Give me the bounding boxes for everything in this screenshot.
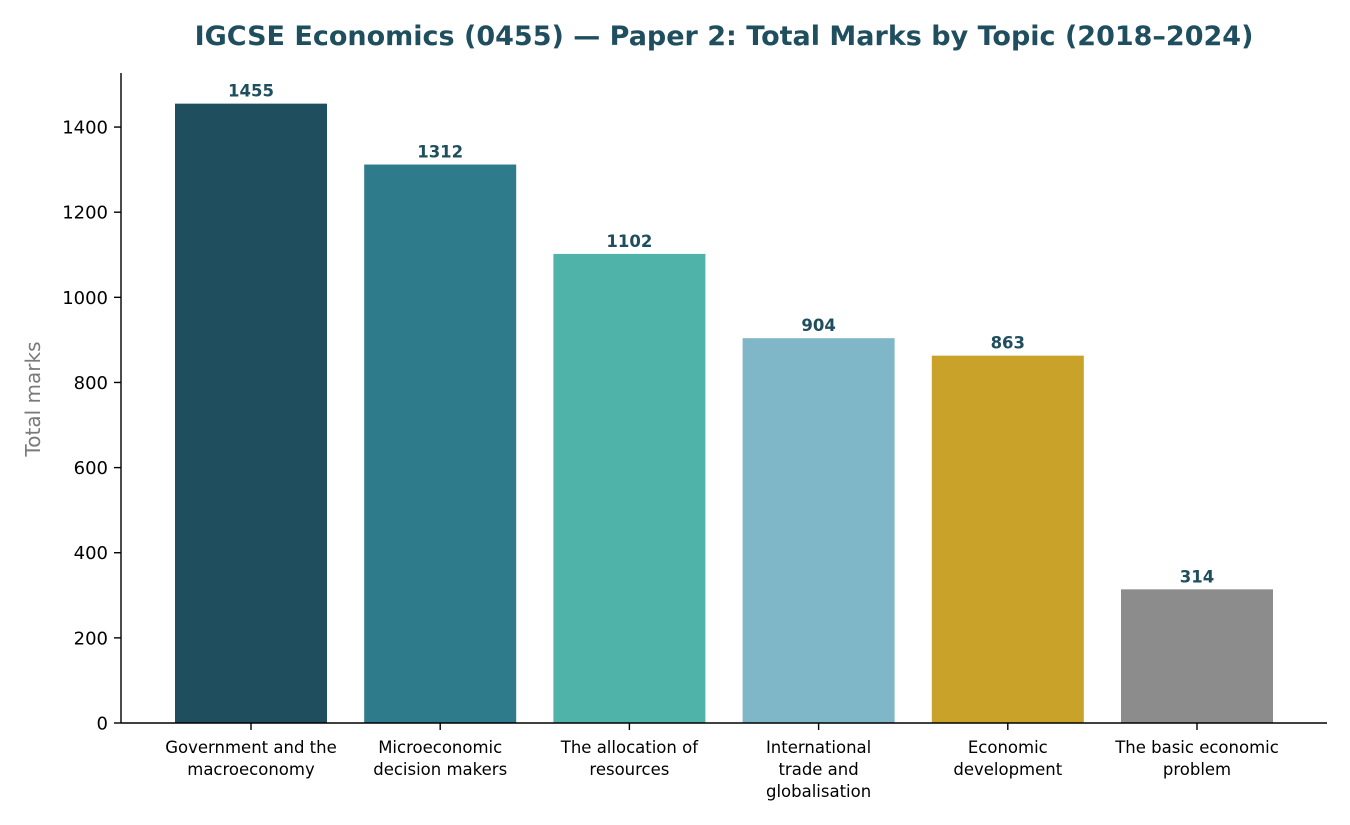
x-tick-label-line: problem (1163, 760, 1231, 779)
bars-group: 1455 1312 1102 904 863 314 (175, 82, 1273, 723)
x-tick-label-3: The allocation of resources (560, 738, 699, 779)
data-label-5: 863 (991, 334, 1025, 353)
x-tick-label-line: resources (589, 760, 669, 779)
data-label-6: 314 (1180, 567, 1214, 586)
y-tick-label-800: 800 (74, 373, 108, 394)
data-label-2: 1312 (417, 143, 463, 162)
y-tick-label-400: 400 (74, 543, 108, 564)
bar-6 (1121, 589, 1273, 723)
x-tick-label-2: Microeconomic decision makers (373, 738, 507, 779)
y-tick-label-600: 600 (74, 458, 108, 479)
x-tick-label-line: macroeconomy (187, 760, 315, 779)
x-tick-label-1: Government and the macroeconomy (165, 738, 337, 779)
chart-title: IGCSE Economics (0455) — Paper 2: Total … (195, 21, 1254, 52)
x-tick-label-5: Economic development (953, 738, 1062, 779)
x-tick-label-line: Economic (968, 738, 1048, 757)
y-tick-label-200: 200 (74, 628, 108, 649)
x-axis-ticks: Government and the macroeconomy Microecono… (165, 723, 1279, 801)
x-tick-label-6: The basic economic problem (1114, 738, 1279, 779)
x-tick-label-4: International trade and globalisation (766, 738, 871, 801)
bar-2 (364, 164, 517, 723)
bar-1 (175, 103, 327, 723)
x-tick-label-line: development (953, 760, 1062, 779)
y-tick-label-1200: 1200 (62, 203, 108, 224)
x-tick-label-line: The allocation of (560, 738, 699, 757)
x-tick-label-line: Microeconomic (378, 738, 502, 757)
y-tick-label-1400: 1400 (62, 118, 108, 139)
y-tick-label-0: 0 (97, 714, 108, 735)
data-label-1: 1455 (228, 82, 274, 101)
x-tick-label-line: globalisation (766, 782, 871, 801)
x-tick-label-line: Government and the (165, 738, 337, 757)
y-axis-ticks: 0 200 400 600 800 1000 1200 1400 (62, 118, 121, 735)
x-tick-label-line: International (766, 738, 871, 757)
x-tick-label-line: The basic economic (1114, 738, 1279, 757)
bar-3 (553, 253, 706, 723)
y-tick-label-1000: 1000 (62, 288, 108, 309)
y-axis-label: Total marks (21, 341, 45, 457)
bar-5 (931, 355, 1084, 723)
data-label-3: 1102 (606, 232, 652, 251)
x-tick-label-line: decision makers (373, 760, 507, 779)
data-label-4: 904 (801, 316, 835, 335)
x-tick-label-line: trade and (778, 760, 858, 779)
bar-4 (742, 338, 895, 723)
